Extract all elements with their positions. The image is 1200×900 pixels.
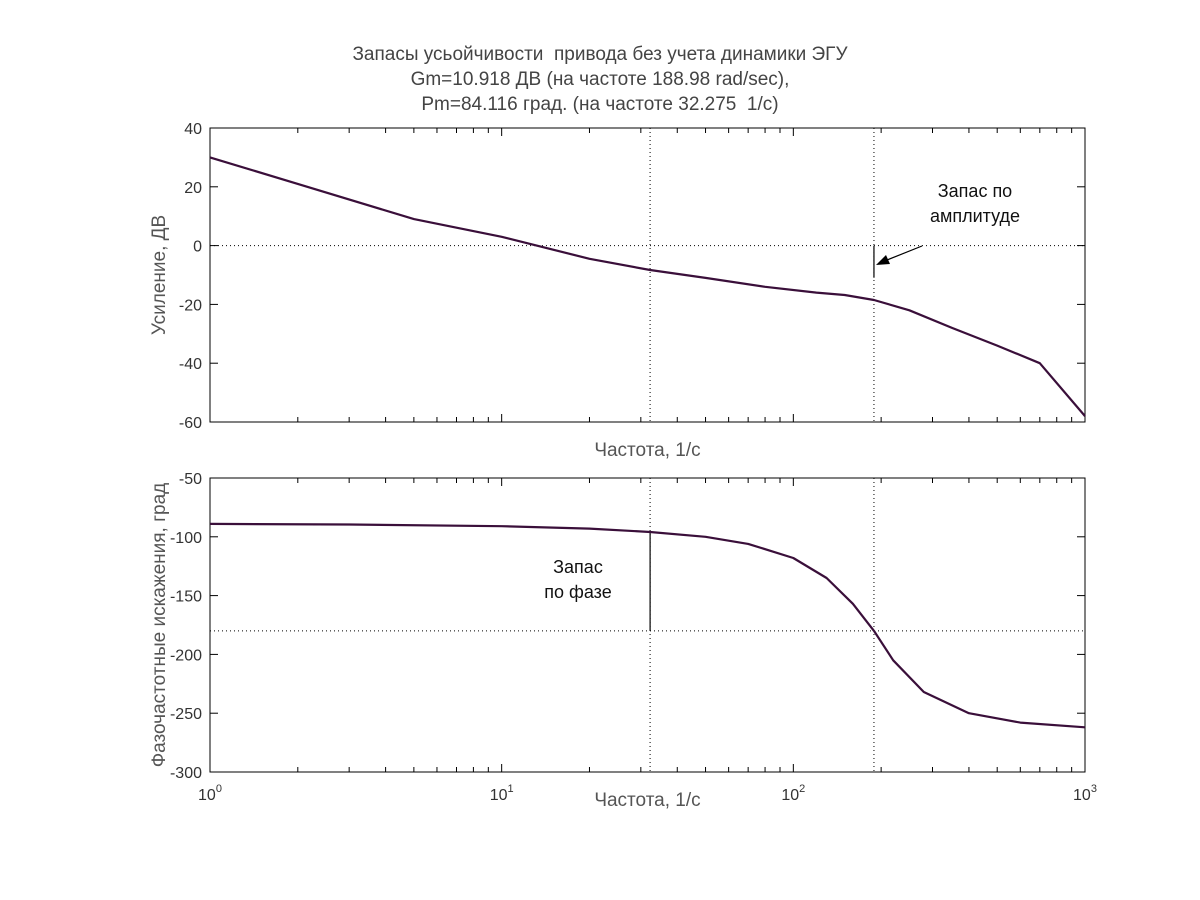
phase-x-axis-label: Частота, 1/с [594, 790, 700, 811]
phase-xtick-label: 102 [781, 783, 805, 804]
phase-ytick-label: -150 [170, 589, 202, 606]
magnitude-ytick-label: -40 [179, 356, 202, 373]
magnitude-ytick-label: 20 [184, 180, 202, 197]
figure-title-line-3: Pm=84.116 град. (на частоте 32.275 1/с) [421, 94, 779, 115]
magnitude-ytick-label: 0 [193, 239, 202, 256]
magnitude-y-axis-label: Усиление, ДВ [149, 215, 170, 335]
magnitude-annotation-line: Запас по [938, 181, 1012, 201]
magnitude-curve [209, 156, 1086, 417]
gain-margin-arrow-shaft [881, 245, 923, 263]
magnitude-ytick-label: -60 [179, 415, 202, 432]
magnitude-annotation-line: амплитуде [930, 206, 1020, 226]
phase-ytick-label: -200 [170, 647, 202, 664]
phase-ytick-label: -300 [170, 765, 202, 782]
magnitude-x-axis-label: Частота, 1/с [594, 440, 700, 461]
figure-title-line-1: Запасы усьойчивости привода без учета ди… [352, 44, 848, 65]
figure-title-line-2: Gm=10.918 ДВ (на частоте 188.98 rad/sec)… [410, 69, 790, 90]
phase-ytick-label: -250 [170, 706, 202, 723]
phase-ytick-label: -100 [170, 530, 202, 547]
gain-margin-arrow-head [876, 255, 890, 265]
magnitude-axes-frame [209, 127, 1086, 423]
phase-xtick-label: 101 [490, 783, 514, 804]
magnitude-ytick-label: -20 [179, 297, 202, 314]
phase-annotation-line: по фазе [544, 582, 611, 602]
phase-ytick-label: -50 [179, 471, 202, 488]
phase-annotation-line: Запас [553, 557, 603, 577]
phase-xtick-label: 100 [198, 783, 222, 804]
magnitude-ytick-label: 40 [184, 121, 202, 138]
phase-y-axis-label: Фазочастотные искажения, град [149, 483, 170, 768]
magnitude-plot: 40 20 0 -20 -40 -60 Запас по амплитуде Частота, … [149, 121, 1086, 461]
phase-plot: -50 -100 -150 -200 -250 -300 Запас по фазе Часто… [149, 471, 1097, 811]
phase-xtick-label: 103 [1073, 783, 1097, 804]
phase-axes-frame [209, 477, 1086, 773]
phase-curve [209, 522, 1086, 729]
